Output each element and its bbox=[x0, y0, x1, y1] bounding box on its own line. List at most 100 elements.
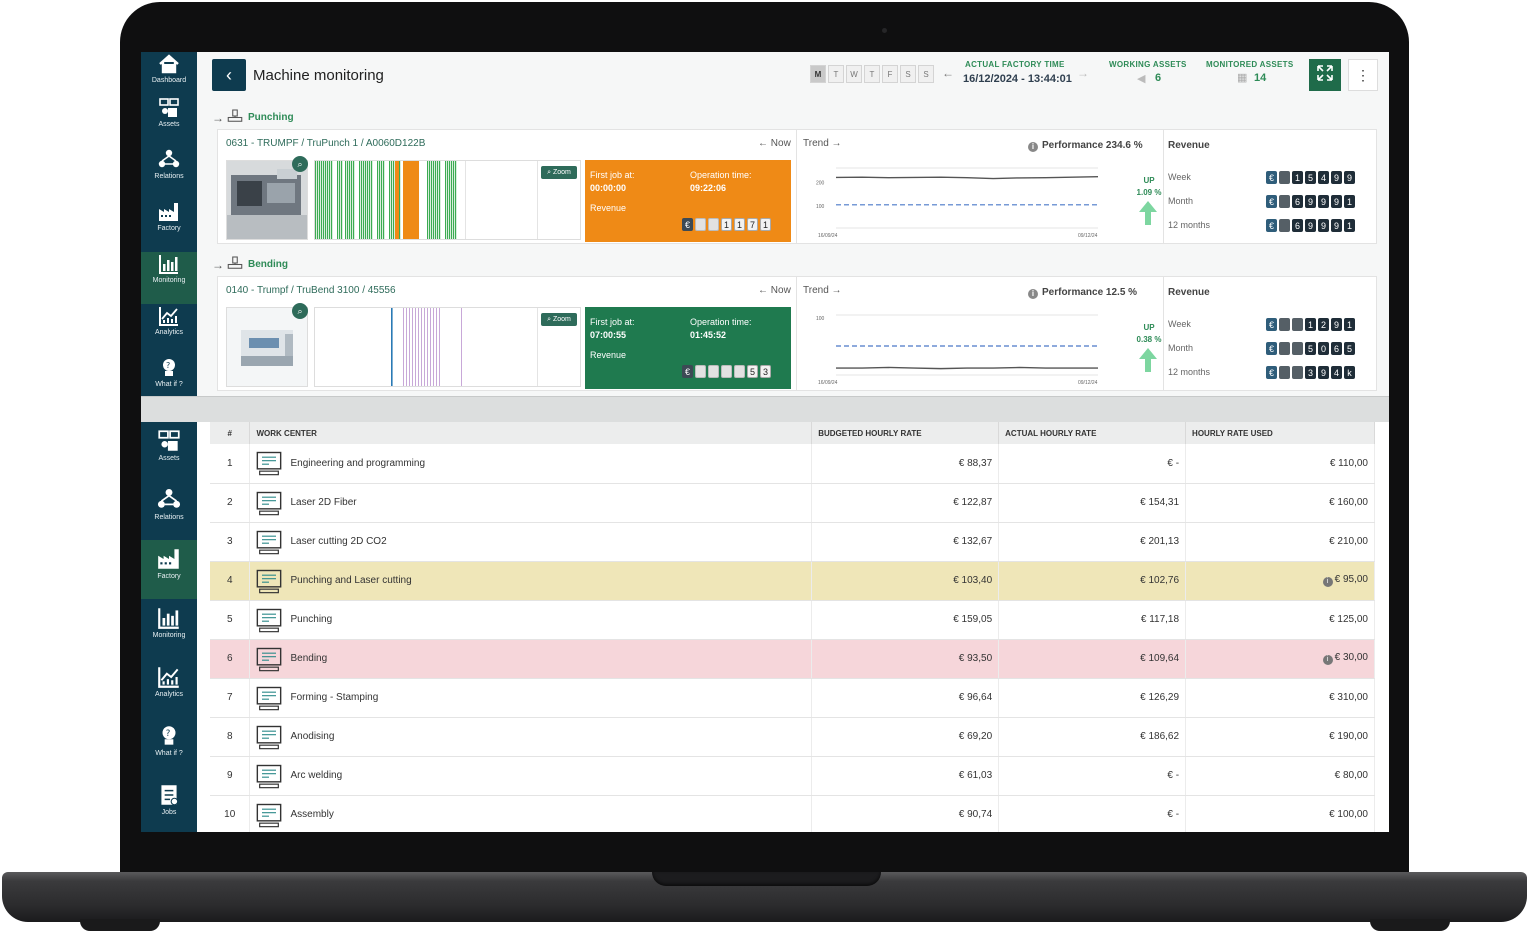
table-row[interactable]: 4 Punching and Laser cutting € 103,40 € 102… bbox=[210, 561, 1375, 601]
column-header[interactable]: WORK CENTER bbox=[249, 422, 813, 444]
revenue-title: Revenue bbox=[1168, 140, 1210, 151]
sidebar-item-relations[interactable]: Relations bbox=[141, 481, 197, 540]
table-row[interactable]: 8 Anodising € 69,20 € 186,62 € 190,00 bbox=[210, 717, 1375, 757]
page-title: Machine monitoring bbox=[253, 67, 384, 84]
counter-digit: 9 bbox=[1318, 195, 1329, 208]
revenue-label: Revenue bbox=[590, 203, 627, 213]
sidebar-item-analytics[interactable]: Analytics bbox=[141, 304, 197, 356]
now-link[interactable]: ← Now bbox=[758, 285, 791, 296]
column-header[interactable]: ACTUAL HOURLY RATE bbox=[998, 422, 1187, 444]
zoom-button[interactable]: ⌕ Zoom bbox=[541, 166, 577, 179]
sidebar-item-label: Assets bbox=[158, 455, 180, 462]
sidebar-item-jobs[interactable]: Jobs bbox=[141, 776, 197, 832]
sidebar-item-label: Dashboard bbox=[151, 77, 187, 84]
day-button[interactable]: F bbox=[882, 65, 898, 83]
sidebar-item-analytics[interactable]: Analytics bbox=[141, 658, 197, 717]
arrow-right-icon: → bbox=[828, 285, 842, 296]
now-link[interactable]: ← Now bbox=[758, 138, 791, 149]
counter-digit: 9 bbox=[1305, 219, 1316, 232]
table-row[interactable]: 9 Arc welding € 61,03 € - € 80,00 bbox=[210, 756, 1375, 796]
used-rate-cell: € 125,00 bbox=[1185, 600, 1375, 640]
job-revenue-counter: €5 3 bbox=[682, 365, 771, 378]
sidebar-item-factory[interactable]: Factory bbox=[141, 540, 197, 599]
sidebar-item-assets[interactable]: Assets bbox=[141, 422, 197, 481]
used-rate-cell: i € 95,00 bbox=[1185, 561, 1375, 601]
day-button[interactable]: T bbox=[864, 65, 880, 83]
factory-time-label: ACTUAL FACTORY TIME bbox=[965, 60, 1065, 69]
column-header[interactable]: BUDGETED HOURLY RATE bbox=[811, 422, 1000, 444]
column-header[interactable]: HOURLY RATE USED bbox=[1185, 422, 1375, 444]
table-row[interactable]: 3 Laser cutting 2D CO2 € 132,67 € 201,13 € 2… bbox=[210, 522, 1375, 562]
machine-name[interactable]: 0140 - Trumpf / TruBend 3100 / 45556 bbox=[226, 285, 396, 296]
next-arrow-icon[interactable]: → bbox=[1077, 66, 1089, 80]
sidebar-item-label: Jobs bbox=[161, 809, 177, 816]
actual-rate: € 201,13 bbox=[998, 522, 1187, 562]
sidebar-item-what-if[interactable]: ? What if ? bbox=[141, 717, 197, 776]
table-row[interactable]: 2 Laser 2D Fiber € 122,87 € 154,31 € 160,00 bbox=[210, 483, 1375, 523]
used-rate: € 125,00 bbox=[1329, 614, 1368, 625]
laser-fiber-icon bbox=[257, 491, 282, 515]
prev-arrow-icon[interactable]: ← bbox=[942, 66, 954, 80]
day-button[interactable]: W bbox=[846, 65, 862, 83]
work-center-cell: Punching and Laser cutting bbox=[249, 561, 813, 601]
info-icon[interactable]: i bbox=[1322, 577, 1333, 587]
table-row[interactable]: 6 Bending € 93,50 € 109,64 i € 30,00 bbox=[210, 639, 1375, 679]
day-button[interactable]: S bbox=[918, 65, 934, 83]
column-header[interactable]: # bbox=[210, 422, 251, 444]
machine-card: 0140 - Trumpf / TruBend 3100 / 45556 ← No… bbox=[217, 276, 1377, 391]
magnifier-icon[interactable]: ⌕ bbox=[292, 156, 308, 172]
table-row[interactable]: 7 Forming - Stamping € 96,64 € 126,29 € 310,… bbox=[210, 678, 1375, 718]
counter-digit: 4 bbox=[1331, 366, 1342, 379]
monitored-assets-label: MONITORED ASSETS bbox=[1206, 60, 1294, 69]
activity-timeline bbox=[314, 160, 581, 240]
zoom-label: Zoom bbox=[552, 168, 571, 176]
table-row[interactable]: 10 Assembly € 90,74 € - € 100,00 bbox=[210, 795, 1375, 832]
actual-rate: € 186,62 bbox=[998, 717, 1187, 757]
info-icon[interactable]: i bbox=[1028, 142, 1038, 152]
day-button[interactable]: M bbox=[810, 65, 826, 83]
info-icon[interactable]: i bbox=[1322, 655, 1333, 665]
info-icon[interactable]: i bbox=[1028, 289, 1038, 299]
factory-time-value: 16/12/2024 - 13:44:01 bbox=[963, 73, 1072, 85]
budgeted-rate: € 96,64 bbox=[811, 678, 1000, 718]
fullscreen-button[interactable] bbox=[1309, 59, 1341, 91]
jobs-icon bbox=[161, 785, 179, 806]
counter-digit: 1 bbox=[1305, 318, 1316, 331]
day-button[interactable]: T bbox=[828, 65, 844, 83]
counter-digit: 1 bbox=[1344, 318, 1355, 331]
job-status-box: First job at: 07:00:55 Operation time: 01:4… bbox=[585, 307, 791, 389]
table-row[interactable]: 1 Engineering and programming € 88,37 € - € … bbox=[210, 444, 1375, 484]
day-button[interactable]: S bbox=[900, 65, 916, 83]
y-tick-label: 100 bbox=[816, 204, 825, 210]
svg-text:?: ? bbox=[166, 361, 170, 370]
more-menu-button[interactable]: ⋮ bbox=[1348, 59, 1378, 91]
trend-link[interactable]: Trend → bbox=[803, 285, 842, 296]
laptop-foot bbox=[80, 919, 160, 931]
sidebar-item-factory[interactable]: Factory bbox=[141, 200, 197, 252]
counter-digit: 5 bbox=[747, 365, 758, 378]
zoom-button[interactable]: ⌕ Zoom bbox=[541, 313, 577, 326]
sidebar-item-what-if[interactable]: ? What if ? bbox=[141, 356, 197, 408]
sidebar-item-monitoring[interactable]: Monitoring bbox=[141, 599, 197, 658]
work-center-name: Engineering and programming bbox=[290, 457, 426, 469]
sidebar-item-assets[interactable]: Assets bbox=[141, 96, 197, 148]
row-number: 8 bbox=[210, 717, 251, 757]
back-button[interactable]: ‹ bbox=[212, 59, 246, 91]
sidebar-item-label: What if ? bbox=[155, 381, 183, 388]
sidebar-item-monitoring[interactable]: Monitoring bbox=[141, 252, 197, 304]
sidebar-item-relations[interactable]: Relations bbox=[141, 148, 197, 200]
y-tick-label: 100 bbox=[816, 316, 825, 322]
speaker-icon: ◀ bbox=[1137, 73, 1146, 85]
row-number: 9 bbox=[210, 756, 251, 796]
row-number: 1 bbox=[210, 444, 251, 484]
table-row[interactable]: 5 Punching € 159,05 € 117,18 € 125,00 bbox=[210, 600, 1375, 640]
trend-chart: 200 100 16/09/24 09/12/24 bbox=[816, 167, 1099, 239]
used-rate-cell: i € 30,00 bbox=[1185, 639, 1375, 679]
magnifier-icon[interactable]: ⌕ bbox=[292, 303, 308, 319]
trend-link[interactable]: Trend → bbox=[803, 138, 842, 149]
screen: Dashboard Assets Relations Factory Monitorin… bbox=[141, 52, 1389, 832]
section-divider bbox=[141, 396, 1389, 422]
welding-icon bbox=[257, 764, 282, 788]
machine-name[interactable]: 0631 - TRUMPF / TruPunch 1 / A0060D122B bbox=[226, 138, 426, 149]
sidebar-item-dashboard[interactable]: Dashboard bbox=[141, 52, 197, 96]
